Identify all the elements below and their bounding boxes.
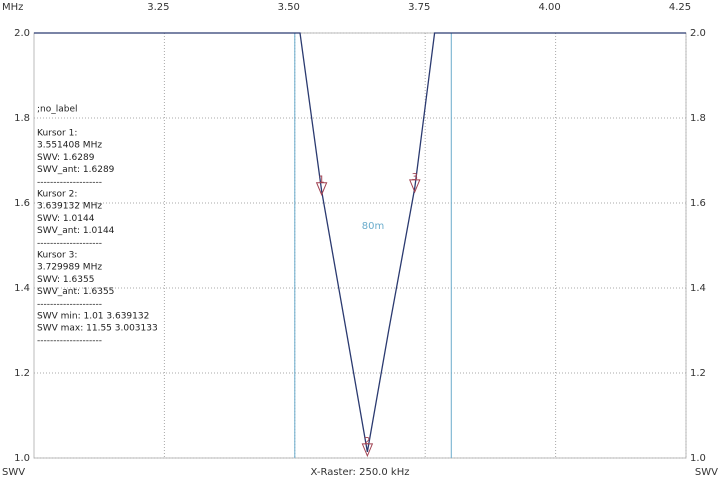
info-line: --------------------: [37, 177, 102, 187]
info-line: ;no_label: [37, 105, 78, 115]
x-tick-label: 3.25: [147, 2, 169, 13]
info-line: SWV: 1.0144: [37, 214, 95, 224]
y2-tick-label: 1.6: [690, 198, 706, 209]
info-line: SWV min: 1.01 3.639132: [37, 312, 149, 322]
y-label-right: SWV: [695, 467, 718, 478]
cursor-label: 2: [364, 436, 370, 447]
info-line: SWV_ant: 1.6289: [37, 165, 115, 175]
info-line: Kursor 1:: [37, 129, 77, 139]
plot-frame: [33, 32, 687, 459]
y-tick-label: 1.8: [14, 113, 30, 124]
cursor-marker: [315, 182, 328, 197]
x-tick-label: 3.75: [408, 2, 430, 13]
y2-tick-label: 1.2: [690, 368, 706, 379]
y-tick-label: 1.0: [14, 453, 30, 464]
cursor-marker: [361, 443, 374, 458]
band-label: 80m: [362, 221, 384, 232]
y-tick-label: 1.4: [14, 283, 30, 294]
x-tick-label: 3.50: [278, 2, 300, 13]
y-tick-label: 1.6: [14, 198, 30, 209]
y2-tick-label: 1.8: [690, 113, 706, 124]
info-line: SWV max: 11.55 3.003133: [37, 324, 158, 334]
x-caption: X-Raster: 250.0 kHz: [311, 467, 410, 478]
cursor-label: 3: [412, 172, 418, 183]
info-line: Kursor 3:: [37, 251, 77, 261]
info-line: SWV_ant: 1.0144: [37, 226, 115, 236]
y2-tick-label: 2.0: [690, 28, 706, 39]
info-line: SWV: 1.6289: [37, 153, 95, 163]
info-line: SWV: 1.6355: [37, 275, 94, 285]
x-tick-label: 4.00: [538, 2, 560, 13]
y-tick-label: 1.2: [14, 368, 30, 379]
info-line: SWV_ant: 1.6355: [37, 287, 114, 297]
x-unit-label: MHz: [2, 2, 23, 13]
y2-tick-label: 1.0: [690, 453, 706, 464]
cursor-label: 1: [318, 175, 324, 186]
info-line: 3.639132 MHz: [37, 202, 102, 212]
cursor-marker: [409, 179, 421, 194]
y-tick-label: 2.0: [14, 28, 30, 39]
info-line: --------------------: [37, 299, 102, 309]
series-line: [34, 32, 686, 452]
y-label-left: SWV: [2, 467, 25, 478]
info-line: --------------------: [37, 238, 102, 248]
info-line: 3.729989 MHz: [37, 263, 102, 273]
info-line: --------------------: [37, 336, 102, 346]
y2-tick-label: 1.4: [690, 283, 706, 294]
x-tick-label: 4.25: [669, 2, 691, 13]
info-line: 3.551408 MHz: [37, 141, 102, 151]
info-line: Kursor 2:: [37, 190, 77, 200]
